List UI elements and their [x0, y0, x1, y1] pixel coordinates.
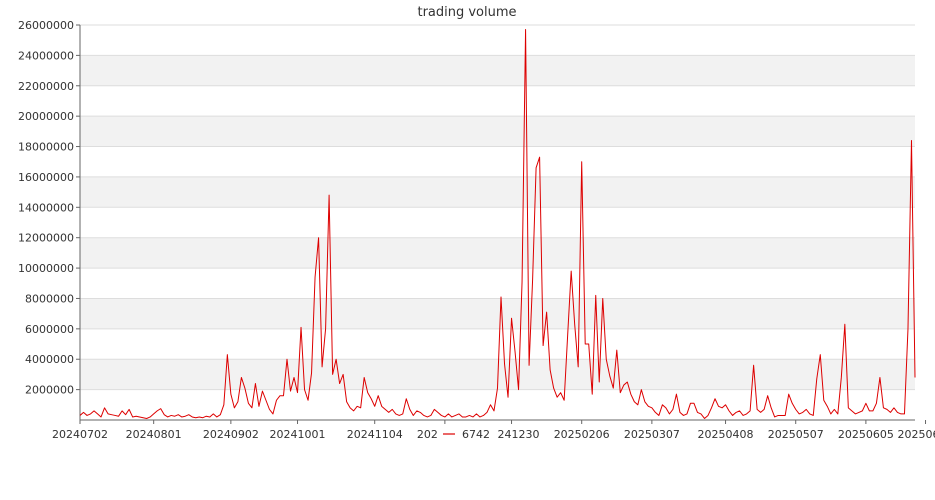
x-tick-label: 20250206 — [554, 428, 610, 441]
y-tick-label: 20000000 — [18, 110, 74, 123]
y-tick-label: 2000000 — [25, 384, 74, 397]
band — [80, 55, 915, 86]
y-tick-label: 12000000 — [18, 232, 74, 245]
y-tick-label: 16000000 — [18, 171, 74, 184]
x-tick-label: 20241104 — [347, 428, 403, 441]
x-tick-label: 20240702 — [52, 428, 108, 441]
x-tick-label: 20250507 — [768, 428, 824, 441]
legend-background — [438, 426, 498, 442]
band — [80, 298, 915, 329]
background-bands — [80, 55, 915, 390]
y-tick-label: 6000000 — [25, 323, 74, 336]
chart-title: trading volume — [417, 5, 516, 20]
x-tick-label: 20250630 — [898, 428, 935, 441]
y-tick-label: 18000000 — [18, 141, 74, 154]
x-tick-label: 20240902 — [203, 428, 259, 441]
series-layer — [79, 29, 916, 419]
legend-label: 6742 — [462, 428, 490, 441]
x-tick-label: 20250605 — [838, 428, 894, 441]
band — [80, 116, 915, 147]
y-tick-label: 10000000 — [18, 262, 74, 275]
y-tick-label: 22000000 — [18, 80, 74, 93]
y-tick-label: 26000000 — [18, 19, 74, 32]
band — [80, 237, 915, 269]
band — [80, 176, 915, 208]
y-tick-label: 4000000 — [25, 353, 74, 366]
x-tick-label: 20240801 — [126, 428, 182, 441]
x-tick-label: 20241001 — [270, 428, 326, 441]
y-tick-label: 14000000 — [18, 201, 74, 214]
legend: 6742 — [438, 426, 498, 442]
y-axis: 2000000 4000000 6000000 8000000 10000000 1200… — [18, 19, 81, 420]
y-tick-label: 8000000 — [25, 292, 74, 305]
series-line-6742 — [79, 29, 916, 419]
y-tick-label: 24000000 — [18, 49, 74, 62]
x-tick-label: 20250408 — [698, 428, 754, 441]
gridlines — [80, 24, 915, 391]
x-tick-label: 20250307 — [624, 428, 680, 441]
